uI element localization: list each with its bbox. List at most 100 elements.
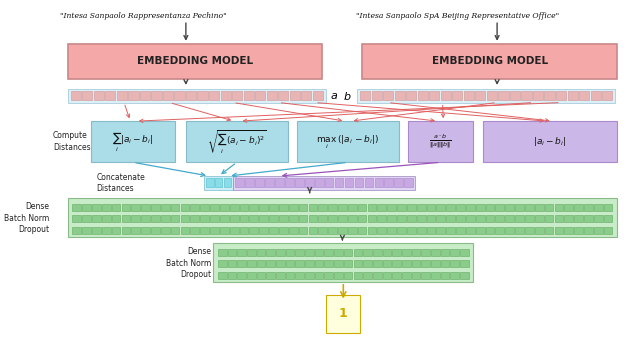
Bar: [412, 249, 420, 256]
Bar: [436, 226, 445, 234]
Bar: [129, 91, 138, 100]
Bar: [545, 226, 554, 234]
Bar: [334, 260, 343, 267]
Bar: [285, 272, 294, 279]
Bar: [122, 226, 131, 234]
Text: Dense: Dense: [26, 202, 49, 211]
Bar: [476, 226, 484, 234]
Text: Concatenate
Distances: Concatenate Distances: [97, 173, 145, 193]
Bar: [266, 272, 275, 279]
Bar: [247, 249, 255, 256]
Bar: [495, 215, 504, 222]
Bar: [486, 215, 494, 222]
Bar: [367, 215, 376, 222]
Text: $\sum_i |a_i - b_i|$: $\sum_i |a_i - b_i|$: [113, 130, 154, 153]
Bar: [161, 215, 170, 222]
Bar: [296, 272, 304, 279]
Bar: [373, 260, 381, 267]
Bar: [102, 204, 111, 211]
Bar: [117, 91, 127, 100]
Bar: [353, 249, 362, 256]
Bar: [299, 226, 307, 234]
Bar: [131, 226, 140, 234]
Bar: [556, 91, 566, 100]
Bar: [495, 226, 504, 234]
Bar: [200, 226, 209, 234]
Bar: [579, 91, 589, 100]
Bar: [594, 215, 603, 222]
Bar: [446, 215, 455, 222]
Bar: [441, 260, 449, 267]
Bar: [436, 215, 445, 222]
Bar: [266, 249, 275, 256]
Bar: [267, 91, 276, 100]
Bar: [515, 215, 524, 222]
Bar: [308, 215, 317, 222]
Bar: [594, 204, 603, 211]
Bar: [417, 226, 426, 234]
Bar: [315, 260, 323, 267]
Bar: [111, 204, 120, 211]
Bar: [476, 204, 484, 211]
Bar: [353, 272, 362, 279]
Bar: [387, 226, 396, 234]
Bar: [487, 91, 497, 100]
Bar: [515, 204, 524, 211]
Bar: [344, 260, 353, 267]
Bar: [279, 226, 288, 234]
Bar: [204, 176, 233, 190]
Bar: [402, 260, 411, 267]
Bar: [191, 215, 199, 222]
Bar: [180, 204, 189, 211]
Bar: [237, 249, 246, 256]
Bar: [460, 260, 468, 267]
Bar: [441, 91, 451, 100]
Bar: [92, 204, 100, 211]
Bar: [392, 272, 401, 279]
Text: $a$: $a$: [330, 91, 338, 101]
Text: $\frac{a \cdot b}{\|a\|\|b\|}$: $\frac{a \cdot b}{\|a\|\|b\|}$: [429, 133, 452, 151]
Bar: [407, 215, 415, 222]
Bar: [364, 272, 372, 279]
Bar: [451, 272, 459, 279]
Bar: [269, 215, 278, 222]
Bar: [554, 215, 563, 222]
Bar: [545, 204, 554, 211]
Bar: [210, 215, 219, 222]
Bar: [171, 204, 179, 211]
Bar: [441, 249, 449, 256]
Bar: [499, 91, 509, 100]
Bar: [510, 91, 520, 100]
Text: Dropout: Dropout: [19, 225, 49, 234]
Bar: [338, 215, 347, 222]
Bar: [460, 249, 468, 256]
Bar: [131, 215, 140, 222]
Bar: [171, 215, 179, 222]
Bar: [220, 226, 228, 234]
Bar: [392, 260, 401, 267]
Bar: [372, 91, 382, 100]
Bar: [387, 204, 396, 211]
Bar: [362, 44, 617, 79]
Bar: [213, 243, 474, 282]
Bar: [269, 226, 278, 234]
Bar: [387, 215, 396, 222]
Bar: [506, 215, 514, 222]
Bar: [358, 215, 367, 222]
Bar: [239, 204, 248, 211]
Bar: [209, 91, 219, 100]
Text: EMBEDDING MODEL: EMBEDDING MODEL: [137, 56, 253, 66]
Bar: [574, 215, 583, 222]
Bar: [228, 272, 236, 279]
Bar: [82, 215, 91, 222]
Bar: [604, 215, 612, 222]
Bar: [161, 204, 170, 211]
Bar: [602, 91, 612, 100]
Bar: [315, 272, 323, 279]
Bar: [275, 178, 284, 187]
Bar: [436, 204, 445, 211]
Bar: [210, 226, 219, 234]
Text: $\sqrt{\sum_i (a_i - b_i)^2}$: $\sqrt{\sum_i (a_i - b_i)^2}$: [207, 128, 267, 155]
Text: "Intesa Sanpaolo Rappresentanza Pechino": "Intesa Sanpaolo Rappresentanza Pechino": [60, 12, 227, 20]
Bar: [418, 91, 428, 100]
